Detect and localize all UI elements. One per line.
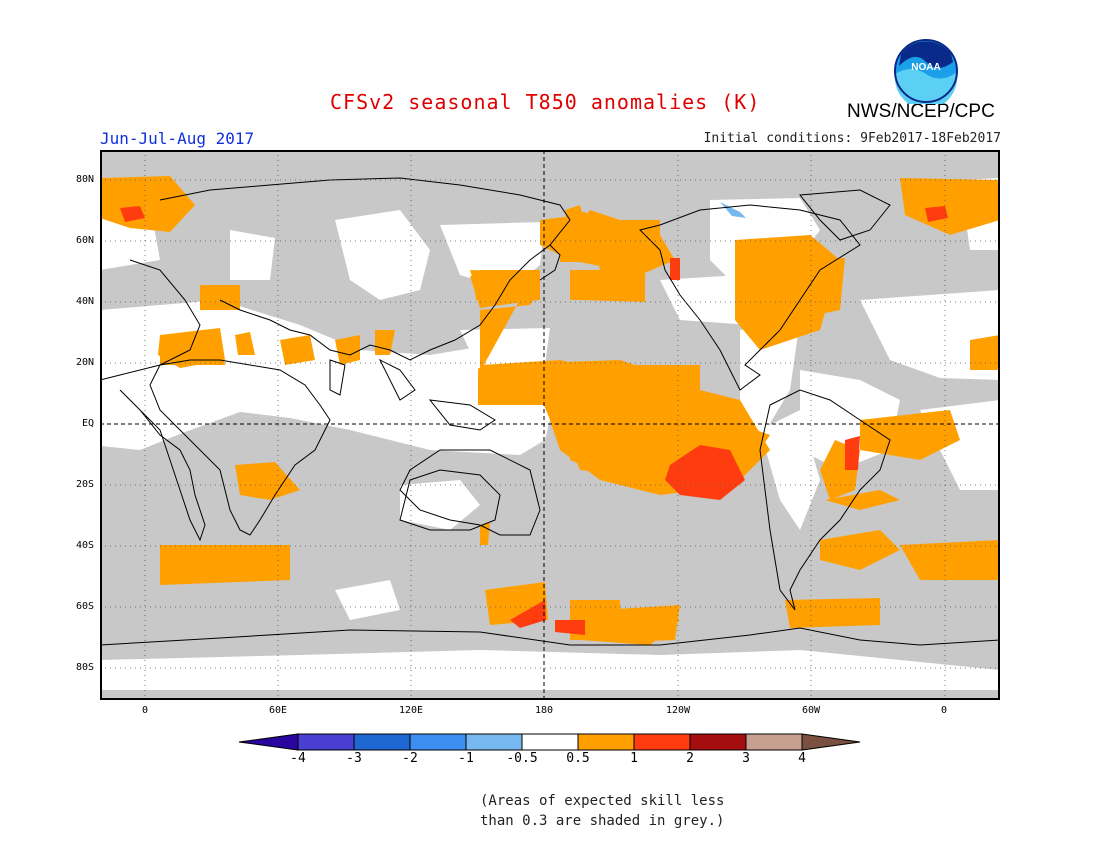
lon-label: 0 — [940, 705, 948, 716]
lat-label: 20N — [75, 357, 94, 368]
map-title: CFSv2 seasonal T850 anomalies (K) — [330, 90, 761, 114]
colorbar-box — [633, 733, 691, 751]
cold-anomaly-area — [720, 202, 746, 218]
colorbar-box — [353, 733, 411, 751]
lat-label: 60S — [75, 601, 94, 612]
lon-label: 180 — [534, 705, 554, 716]
lat-label: 20S — [75, 479, 94, 490]
lon-label: 60W — [801, 705, 821, 716]
colorbar-arrow-low — [238, 733, 299, 751]
lat-label: EQ — [81, 418, 94, 429]
colorbar — [238, 733, 861, 751]
lon-label: 0 — [141, 705, 149, 716]
colorbar-box — [689, 733, 747, 751]
colorbar-tick-label: 0.5 — [566, 751, 590, 766]
colorbar-tick-label: -2 — [402, 751, 418, 766]
coastlines — [100, 177, 1000, 646]
skill-note-line1: (Areas of expected skill less — [480, 793, 725, 809]
lat-label: 60N — [75, 235, 94, 246]
colorbar-box — [465, 733, 523, 751]
agency-label: NWS/NCEP/CPC — [847, 101, 995, 122]
colorbar-arrow-high — [801, 733, 861, 751]
colorbar-box — [297, 733, 355, 751]
lon-label: 120W — [665, 705, 691, 716]
colorbar-tick-label: -4 — [290, 751, 306, 766]
warm-anomaly-0.5-1-areas — [100, 176, 1000, 645]
colorbar-box — [409, 733, 467, 751]
noaa-logo-icon: NOAA — [894, 39, 958, 104]
colorbar-tick-label: 2 — [686, 751, 694, 766]
colorbar-box — [521, 733, 579, 751]
grid-lines — [100, 150, 1000, 700]
initial-conditions-label: Initial conditions: 9Feb2017-18Feb2017 — [703, 131, 1001, 146]
lat-label: 40S — [75, 540, 94, 551]
anomaly-map — [100, 150, 1000, 700]
colorbar-box — [577, 733, 635, 751]
reference-lines — [100, 150, 1000, 700]
colorbar-box — [745, 733, 803, 751]
lat-label: 80S — [75, 662, 94, 673]
lon-label: 120E — [398, 705, 424, 716]
colorbar-tick-label: 1 — [630, 751, 638, 766]
warm-anomaly-1-2-areas — [120, 206, 948, 635]
season-label: Jun-Jul-Aug 2017 — [100, 129, 255, 148]
colorbar-tick-label: 4 — [798, 751, 806, 766]
lat-label: 80N — [75, 174, 94, 185]
colorbar-tick-label: -0.5 — [506, 751, 538, 766]
lon-label: 60E — [268, 705, 288, 716]
skill-note-line2: than 0.3 are shaded in grey.) — [480, 813, 725, 829]
lat-label: 40N — [75, 296, 94, 307]
colorbar-tick-label: -3 — [346, 751, 362, 766]
svg-text:NOAA: NOAA — [911, 62, 940, 73]
colorbar-tick-label: -1 — [458, 751, 474, 766]
colorbar-tick-label: 3 — [742, 751, 750, 766]
